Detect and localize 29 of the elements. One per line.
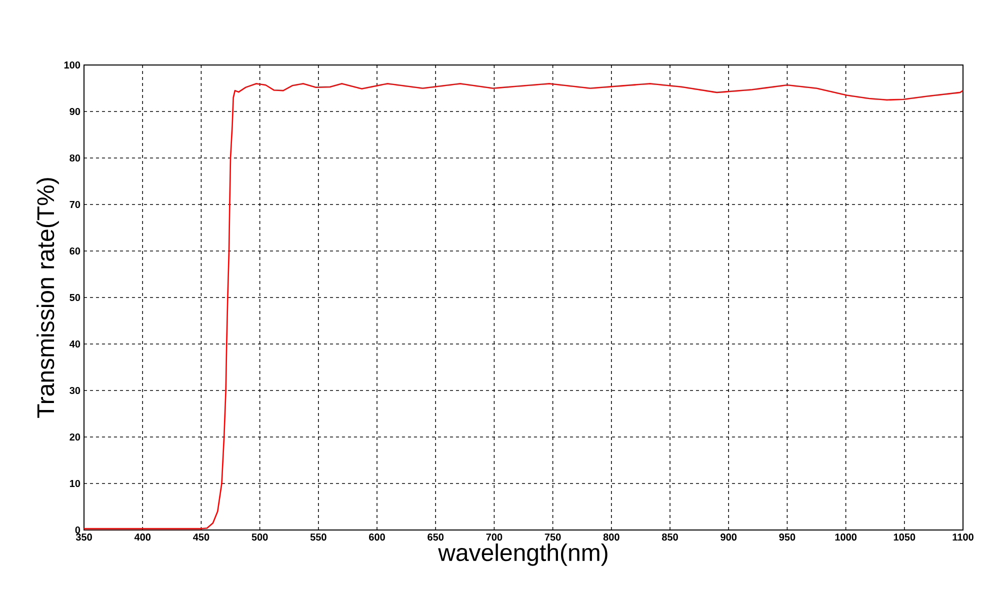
y-tick-label: 70 bbox=[70, 200, 80, 208]
x-tick-label: 1100 bbox=[952, 534, 974, 541]
x-tick-label: 900 bbox=[720, 534, 737, 541]
y-axis-title: Transmission rate(T%) bbox=[36, 178, 59, 418]
y-tick-label: 40 bbox=[70, 340, 80, 348]
y-tick-label: 60 bbox=[70, 247, 80, 255]
x-tick-label: 850 bbox=[662, 534, 678, 541]
x-tick-label: 700 bbox=[486, 534, 502, 541]
x-tick-label: 650 bbox=[428, 534, 444, 541]
x-tick-label: 500 bbox=[252, 534, 268, 541]
x-tick-label: 750 bbox=[544, 534, 561, 541]
y-tick-label: 10 bbox=[70, 480, 80, 488]
x-tick-label: 1050 bbox=[894, 534, 916, 541]
x-tick-label: 1000 bbox=[835, 534, 857, 541]
x-tick-label: 400 bbox=[134, 534, 151, 541]
y-tick-label: 30 bbox=[70, 386, 80, 394]
y-tick-label: 50 bbox=[70, 294, 80, 302]
y-tick-label: 100 bbox=[64, 61, 80, 69]
x-axis-title: wavelength(nm) bbox=[438, 543, 608, 566]
x-tick-label: 350 bbox=[76, 534, 92, 541]
x-tick-label: 550 bbox=[310, 534, 326, 541]
x-tick-label: 800 bbox=[603, 534, 620, 541]
x-tick-label: 950 bbox=[779, 534, 796, 541]
y-tick-label: 80 bbox=[70, 154, 80, 162]
y-tick-label: 0 bbox=[75, 526, 80, 534]
y-tick-label: 20 bbox=[70, 433, 80, 441]
x-tick-label: 600 bbox=[369, 534, 385, 541]
y-tick-label: 90 bbox=[70, 108, 80, 116]
x-tick-label: 450 bbox=[193, 534, 210, 541]
